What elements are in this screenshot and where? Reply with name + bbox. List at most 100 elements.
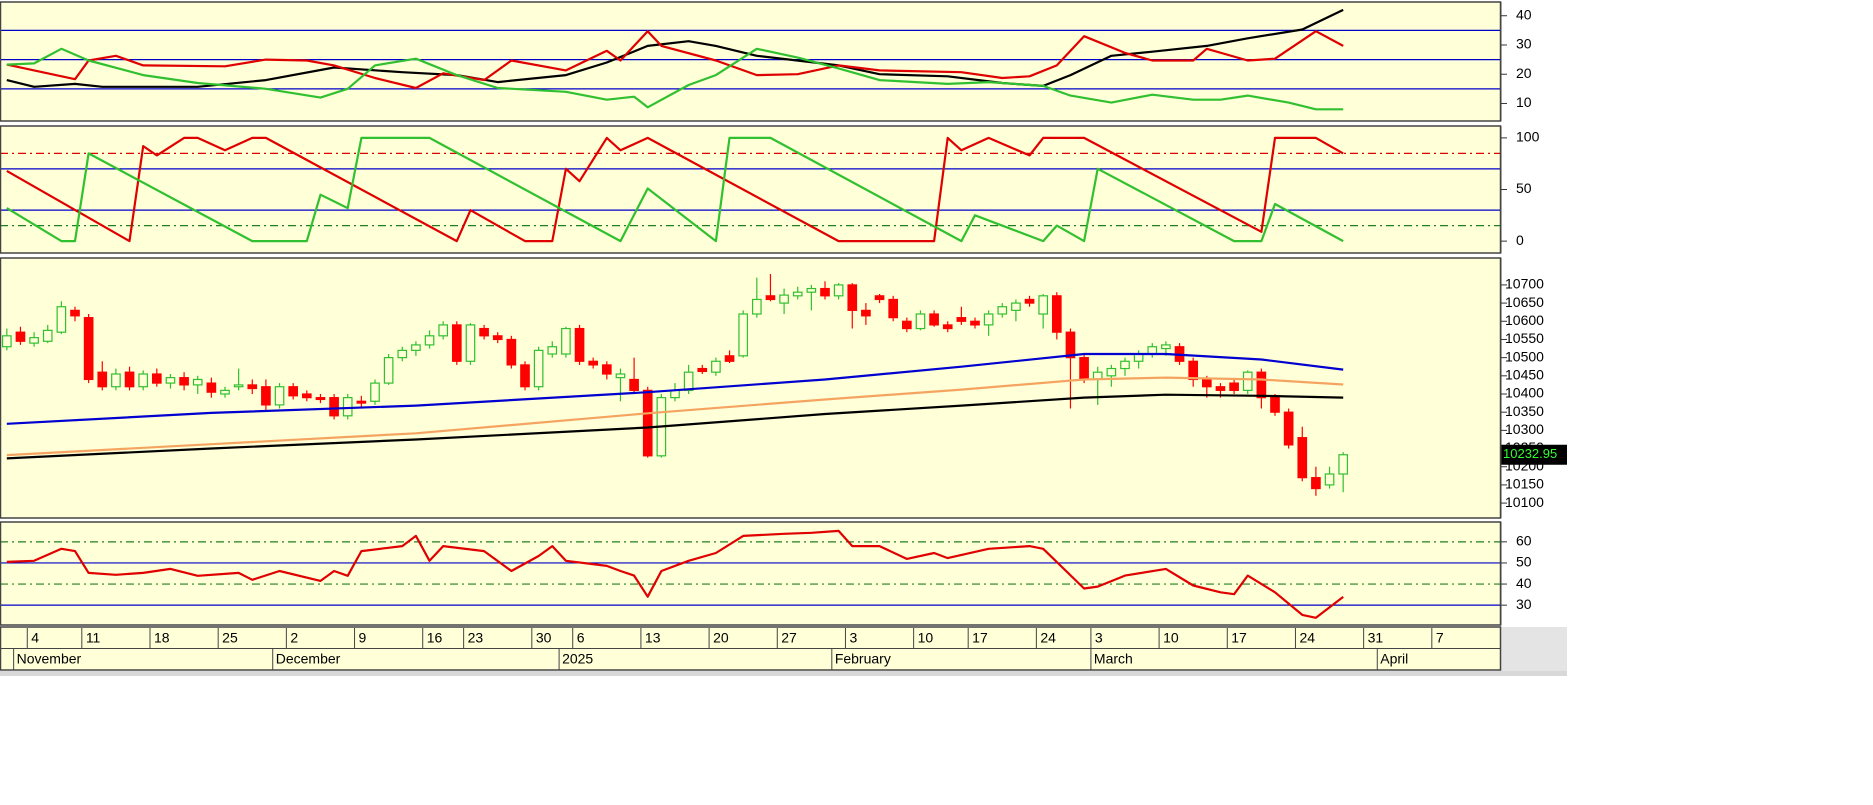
- x-tick-label: 3: [1095, 630, 1103, 646]
- series-line: [6, 352, 1344, 425]
- y-tick-label: 10450: [1505, 367, 1544, 383]
- candle-body: [1338, 454, 1349, 475]
- candle-body: [465, 324, 476, 362]
- candle-body: [738, 313, 749, 357]
- y-tick-label: 50: [1516, 180, 1532, 196]
- y-tick-label: 10350: [1505, 403, 1544, 419]
- x-tick-label: 2: [290, 630, 298, 646]
- candle-body: [315, 397, 326, 401]
- month-label: February: [835, 651, 891, 667]
- candle-body: [588, 360, 599, 366]
- candle-body: [629, 378, 639, 391]
- y-tick-label: 0: [1516, 232, 1524, 248]
- candle-body: [370, 382, 380, 402]
- panel-background: [0, 2, 1500, 121]
- candle-body: [1283, 411, 1294, 446]
- candle-body: [779, 294, 789, 304]
- candle-body: [1011, 302, 1021, 311]
- candle-body: [179, 377, 189, 386]
- y-tick-label: 10550: [1505, 330, 1544, 346]
- candle-body: [261, 386, 271, 406]
- month-label: November: [17, 651, 82, 667]
- candle-body: [247, 384, 258, 390]
- y-tick-label: 40: [1516, 575, 1532, 591]
- month-label: April: [1380, 651, 1408, 667]
- candle-body: [983, 313, 994, 326]
- candle-body: [533, 349, 544, 388]
- x-tick-label: 27: [781, 630, 797, 646]
- x-tick-label: 6: [577, 630, 585, 646]
- candle-body: [342, 397, 353, 417]
- candle-body: [833, 284, 844, 297]
- candle-body: [561, 327, 571, 355]
- candle-body: [97, 371, 108, 388]
- candle-body: [1311, 477, 1321, 490]
- series-line: [6, 393, 1344, 460]
- panel-background: [0, 126, 1500, 253]
- x-tick-label: 17: [972, 630, 988, 646]
- y-tick-label: 50: [1516, 554, 1532, 570]
- candle-body: [601, 364, 612, 375]
- candle-body: [997, 306, 1008, 315]
- series-line: [6, 529, 1344, 619]
- y-tick-label: 40: [1516, 6, 1532, 22]
- candle-body: [574, 327, 585, 362]
- y-tick-label: 10: [1516, 94, 1532, 110]
- x-tick-label: 20: [713, 630, 729, 646]
- candle-body: [956, 317, 967, 322]
- candle-body: [942, 324, 953, 330]
- month-label: March: [1094, 651, 1133, 667]
- y-tick-label: 10600: [1505, 312, 1544, 328]
- candle-body: [929, 313, 939, 326]
- candle-body: [192, 378, 203, 386]
- candle-body: [29, 337, 39, 344]
- candle-body: [1297, 437, 1308, 479]
- candle-body: [970, 320, 980, 326]
- y-tick-label: 30: [1516, 596, 1532, 612]
- series-line: [6, 30, 1344, 90]
- candle-body: [288, 386, 299, 397]
- candle-body: [901, 320, 912, 330]
- corner: [1500, 627, 1567, 675]
- candle-body: [888, 298, 899, 319]
- series-line: [6, 47, 1344, 111]
- axis-background: [1500, 2, 1567, 121]
- x-tick-label: 3: [849, 630, 857, 646]
- y-tick-label: 10150: [1505, 476, 1544, 492]
- candle-body: [70, 309, 80, 317]
- candle-body: [479, 327, 489, 337]
- candle-body: [1120, 360, 1130, 370]
- x-tick-label: 23: [468, 630, 484, 646]
- axis-background: [1500, 258, 1567, 518]
- candle-body: [1079, 357, 1089, 381]
- candle-body: [492, 335, 503, 341]
- series-line: [6, 376, 1344, 457]
- x-tick-label: 30: [536, 630, 552, 646]
- candle-body: [1256, 371, 1267, 399]
- candle-body: [1024, 298, 1035, 304]
- candle-body: [861, 309, 871, 317]
- candle-body: [274, 386, 285, 406]
- candle-body: [847, 284, 858, 311]
- y-tick-label: 10500: [1505, 348, 1544, 364]
- x-tick-label: 7: [1436, 630, 1444, 646]
- candle-body: [233, 384, 244, 388]
- y-tick-label: 10400: [1505, 385, 1544, 401]
- candle-body: [1, 335, 12, 348]
- candle-body: [683, 371, 694, 391]
- candle-body: [1051, 295, 1062, 333]
- candle-body: [1215, 386, 1226, 391]
- candle-body: [397, 349, 408, 359]
- time-axis-border: [0, 626, 1502, 671]
- y-tick-label: 100: [1516, 129, 1540, 145]
- x-tick-label: 10: [1163, 630, 1179, 646]
- x-tick-label: 4: [31, 630, 39, 646]
- x-tick-label: 16: [427, 630, 443, 646]
- candle-body: [820, 287, 830, 297]
- candle-body: [42, 329, 53, 342]
- x-tick-label: 17: [1231, 630, 1247, 646]
- candle-body: [301, 393, 312, 399]
- y-tick-label: 10650: [1505, 294, 1544, 310]
- candle-body: [697, 367, 708, 373]
